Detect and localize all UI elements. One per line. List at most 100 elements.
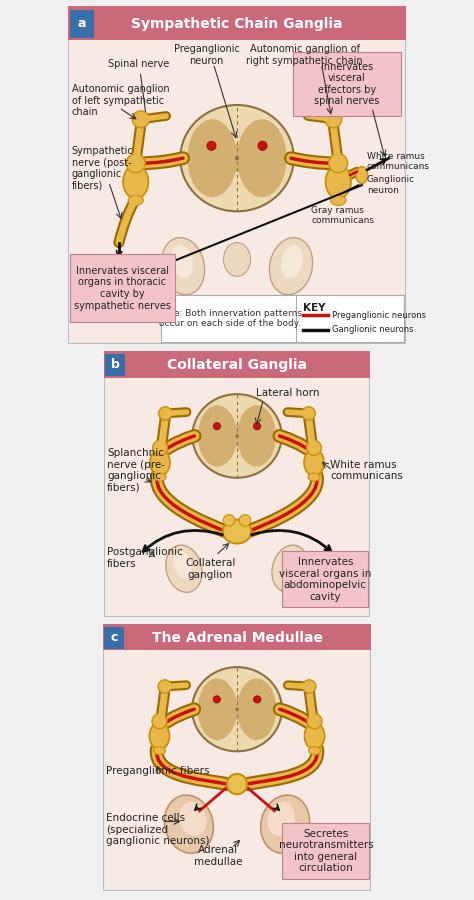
FancyBboxPatch shape — [104, 351, 370, 616]
Text: Spinal nerve: Spinal nerve — [109, 58, 170, 112]
Text: Ganglionic neurons: Ganglionic neurons — [331, 325, 413, 334]
FancyBboxPatch shape — [68, 6, 406, 344]
FancyBboxPatch shape — [283, 823, 369, 879]
Circle shape — [235, 707, 239, 711]
Circle shape — [213, 696, 220, 703]
Circle shape — [207, 141, 216, 150]
FancyBboxPatch shape — [104, 626, 124, 649]
Text: Postganglionic
fibers: Postganglionic fibers — [107, 547, 183, 569]
Ellipse shape — [192, 667, 282, 752]
Circle shape — [227, 774, 247, 794]
Text: Splanchnic
nerve (pre-
ganglionic
fibers): Splanchnic nerve (pre- ganglionic fibers… — [107, 448, 165, 493]
Ellipse shape — [282, 552, 301, 579]
Ellipse shape — [171, 245, 193, 278]
Ellipse shape — [356, 166, 368, 184]
Text: Innervates visceral
organs in thoracic
cavity by
sympathetic nerves: Innervates visceral organs in thoracic c… — [74, 266, 171, 310]
FancyBboxPatch shape — [292, 52, 401, 116]
Ellipse shape — [261, 795, 310, 853]
Text: Ganglionic
neuron: Ganglionic neuron — [367, 176, 415, 195]
Circle shape — [302, 407, 315, 420]
Text: Innervates
visceral organs in
abdominopelvic
cavity: Innervates visceral organs in abdominope… — [279, 557, 372, 602]
Text: a: a — [78, 17, 86, 31]
Circle shape — [307, 714, 322, 729]
Ellipse shape — [237, 679, 276, 740]
Text: Collateral Ganglia: Collateral Ganglia — [167, 358, 307, 372]
FancyBboxPatch shape — [227, 425, 247, 447]
Text: Autonomic ganglion
of left sympathetic
chain: Autonomic ganglion of left sympathetic c… — [72, 85, 169, 117]
Text: Adrenal
medullae: Adrenal medullae — [194, 845, 243, 867]
Circle shape — [258, 141, 267, 150]
Ellipse shape — [161, 238, 205, 294]
FancyBboxPatch shape — [161, 295, 300, 342]
Circle shape — [302, 680, 316, 693]
Text: Secretes
neurotransmitters
into general
circulation: Secretes neurotransmitters into general … — [279, 829, 373, 873]
Text: Note: Both innervation patterns
occur on each side of the body.: Note: Both innervation patterns occur on… — [158, 309, 302, 328]
FancyBboxPatch shape — [227, 698, 247, 721]
Ellipse shape — [272, 545, 308, 592]
FancyBboxPatch shape — [103, 624, 371, 651]
FancyBboxPatch shape — [70, 255, 174, 322]
Circle shape — [329, 154, 348, 173]
Circle shape — [325, 111, 342, 128]
Text: Collateral
ganglion: Collateral ganglion — [185, 558, 236, 580]
Circle shape — [223, 515, 235, 526]
Circle shape — [213, 423, 220, 430]
FancyBboxPatch shape — [296, 295, 404, 342]
Ellipse shape — [326, 165, 351, 199]
Text: The Adrenal Medullae: The Adrenal Medullae — [152, 631, 322, 644]
Circle shape — [239, 515, 251, 526]
FancyBboxPatch shape — [282, 552, 368, 608]
Text: KEY: KEY — [303, 303, 325, 313]
Ellipse shape — [123, 165, 148, 199]
Ellipse shape — [164, 795, 213, 853]
Circle shape — [307, 440, 321, 455]
Ellipse shape — [269, 238, 313, 294]
Ellipse shape — [154, 747, 165, 755]
Ellipse shape — [154, 473, 166, 482]
Ellipse shape — [223, 519, 251, 544]
FancyBboxPatch shape — [103, 624, 371, 891]
FancyBboxPatch shape — [104, 351, 370, 378]
Ellipse shape — [179, 802, 207, 836]
Circle shape — [132, 111, 149, 128]
Ellipse shape — [198, 679, 237, 740]
Ellipse shape — [304, 449, 324, 476]
Text: Preganglionic fibers: Preganglionic fibers — [106, 766, 210, 776]
Text: b: b — [111, 358, 119, 372]
Ellipse shape — [128, 195, 143, 205]
Ellipse shape — [331, 195, 346, 205]
FancyBboxPatch shape — [225, 144, 249, 172]
Ellipse shape — [309, 747, 320, 755]
Circle shape — [254, 696, 261, 703]
FancyBboxPatch shape — [68, 6, 406, 40]
Text: Preganglionic
neuron: Preganglionic neuron — [173, 44, 239, 66]
Ellipse shape — [308, 473, 320, 482]
FancyBboxPatch shape — [70, 10, 94, 38]
Text: Gray ramus
communicans: Gray ramus communicans — [311, 206, 374, 225]
Ellipse shape — [180, 105, 294, 212]
Text: Preganglionic neurons: Preganglionic neurons — [331, 310, 426, 320]
Text: White ramus
communicans: White ramus communicans — [330, 460, 403, 482]
Circle shape — [235, 156, 239, 160]
Ellipse shape — [281, 245, 303, 278]
FancyBboxPatch shape — [105, 354, 125, 376]
Circle shape — [254, 423, 261, 430]
Text: White ramus
communicans: White ramus communicans — [367, 152, 430, 171]
Ellipse shape — [192, 394, 282, 478]
Circle shape — [126, 154, 145, 173]
Text: c: c — [110, 631, 118, 644]
Text: Innervates
visceral
effectors by
spinal nerves: Innervates visceral effectors by spinal … — [314, 61, 379, 106]
Ellipse shape — [166, 545, 202, 592]
Text: Endocrine cells
(specialized
ganglionic neurons): Endocrine cells (specialized ganglionic … — [106, 813, 210, 846]
Ellipse shape — [173, 552, 192, 579]
Text: Autonomic ganglion of
right sympathetic chain: Autonomic ganglion of right sympathetic … — [246, 44, 363, 66]
Ellipse shape — [187, 119, 237, 197]
Circle shape — [235, 435, 239, 437]
Text: Sympathetic Chain Ganglia: Sympathetic Chain Ganglia — [131, 17, 343, 31]
Ellipse shape — [237, 405, 276, 466]
Circle shape — [153, 440, 167, 455]
Ellipse shape — [304, 723, 325, 750]
Circle shape — [158, 680, 172, 693]
Circle shape — [152, 714, 167, 729]
Circle shape — [159, 407, 172, 420]
